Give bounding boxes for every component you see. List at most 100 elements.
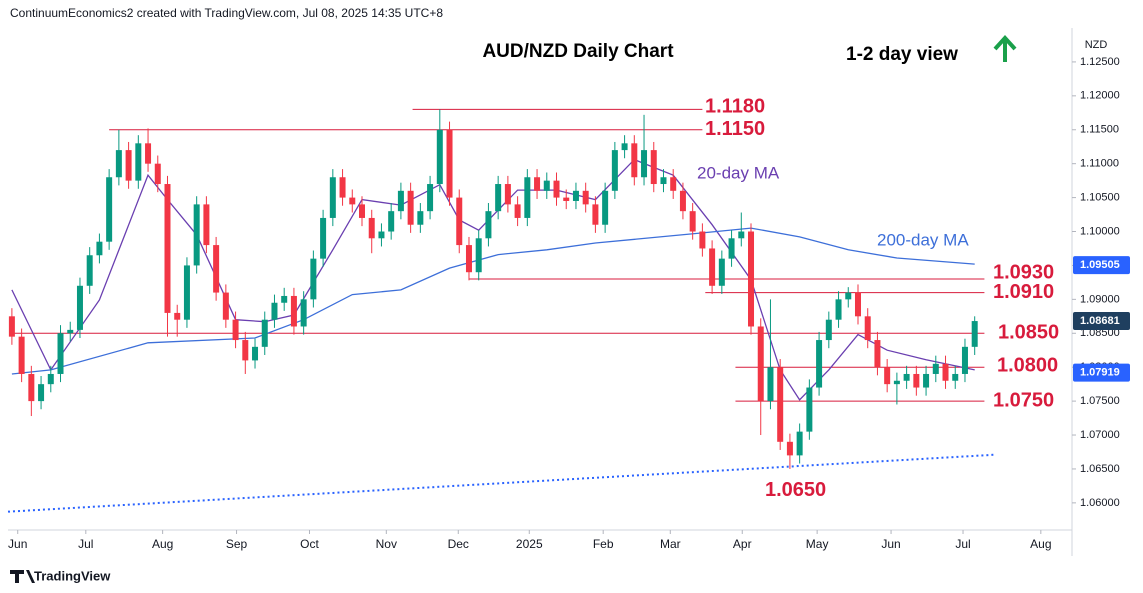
candle-body: [864, 316, 871, 341]
candle-body: [796, 431, 803, 456]
price-badge-label: 1.07919: [1080, 367, 1120, 379]
candle-body: [592, 204, 599, 225]
level-label: 1.1180: [705, 96, 765, 118]
candle-body: [748, 231, 755, 327]
candle-body: [378, 231, 385, 239]
candle-body: [553, 180, 560, 198]
y-tick-label: 1.10500: [1080, 192, 1120, 204]
price-badge-label: 1.08681: [1080, 315, 1120, 327]
candle-body: [893, 380, 900, 385]
candle-body: [427, 184, 434, 212]
candle-body: [767, 367, 774, 402]
candle-body: [534, 177, 541, 191]
candle-body: [689, 211, 696, 232]
candle-body: [271, 302, 278, 320]
candle-body: [28, 373, 35, 402]
price-badge: [1073, 311, 1130, 330]
candle-body: [504, 184, 511, 205]
candle-body: [213, 245, 220, 293]
candle-body: [777, 367, 784, 442]
x-tick-label: Dec: [448, 537, 469, 551]
candle-body: [261, 319, 268, 347]
ma-label: 20-day MA: [697, 163, 780, 182]
level-label: 1.0800: [997, 354, 1058, 376]
candle-body: [106, 177, 113, 242]
candle-body: [174, 312, 181, 320]
candle-body: [320, 217, 327, 259]
candle-body: [47, 373, 54, 385]
candle-body: [252, 346, 259, 361]
x-tick-label: Jul: [955, 537, 970, 551]
candle-body: [543, 180, 550, 191]
candle-body: [290, 295, 297, 327]
candle-body: [446, 129, 453, 198]
candle-body: [436, 129, 443, 185]
candle-body: [57, 333, 64, 374]
candle-body: [164, 184, 171, 313]
up-arrow: [993, 35, 1017, 62]
x-tick-label: Mar: [660, 537, 681, 551]
candle-body: [193, 204, 200, 266]
x-tick-label: Jul: [78, 537, 93, 551]
candle-body: [786, 441, 793, 456]
candle-body: [932, 363, 939, 374]
candle-body: [641, 150, 648, 178]
x-tick-label: Jun: [881, 537, 900, 551]
candle-body: [183, 265, 190, 320]
candle-body: [816, 340, 823, 388]
y-tick-label: 1.08500: [1080, 327, 1120, 339]
candle-body: [709, 248, 716, 286]
candle-body: [388, 211, 395, 232]
candle-body: [329, 177, 336, 218]
moving-average: [11, 227, 975, 375]
candle-body: [154, 163, 161, 185]
candle-body: [310, 258, 317, 300]
candle-body: [738, 231, 745, 239]
candle-body: [582, 190, 589, 205]
candle-body: [835, 299, 842, 320]
candle-body: [611, 150, 618, 191]
candle-body: [67, 329, 74, 334]
y-tick-label: 1.12000: [1080, 90, 1120, 102]
candle-body: [514, 204, 521, 218]
currency-label: NZD: [1085, 39, 1108, 51]
price-badge: [1073, 256, 1130, 275]
candle-body: [631, 143, 638, 178]
candle-body: [923, 373, 930, 388]
tv-logo: [10, 570, 35, 583]
candle-body: [728, 238, 735, 259]
x-tick-label: May: [806, 537, 829, 551]
y-tick-label: 1.11500: [1080, 124, 1119, 136]
candle-body: [699, 231, 706, 249]
candle-body: [572, 190, 579, 201]
candle-body: [874, 340, 881, 368]
candle-body: [281, 295, 288, 303]
candle-body: [485, 211, 492, 239]
candle-body: [349, 197, 356, 205]
candle-body: [456, 197, 463, 246]
candle-body: [913, 373, 920, 388]
y-tick-label: 1.06500: [1080, 463, 1120, 475]
x-tick-label: Apr: [733, 537, 752, 551]
candle-body: [961, 346, 968, 374]
candle-body: [650, 150, 657, 185]
header: ContinuumEconomics2 created with Trading…: [10, 6, 443, 20]
candle-body: [825, 319, 832, 341]
candle-body: [359, 204, 365, 218]
candle-body: [660, 177, 667, 185]
candle-body: [952, 373, 959, 381]
y-tick-label: 1.11000: [1080, 158, 1119, 170]
price-badge: [1073, 363, 1130, 382]
ma-label: 200-day MA: [877, 230, 969, 249]
candle-body: [38, 384, 45, 402]
candle-body: [971, 321, 978, 347]
candle-body: [232, 319, 239, 341]
candle-body: [757, 326, 764, 402]
level-label: 1.0750: [993, 389, 1054, 411]
x-tick-label: Oct: [300, 537, 319, 551]
candle-body: [884, 367, 891, 385]
candle-body: [679, 190, 686, 212]
candle-body: [222, 292, 229, 320]
